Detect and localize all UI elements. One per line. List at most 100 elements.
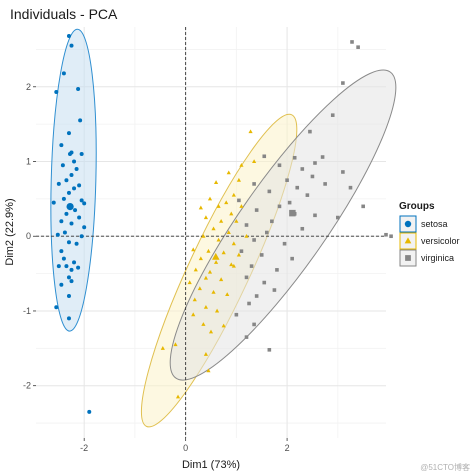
virginica-point bbox=[287, 200, 292, 205]
virginica-point bbox=[254, 294, 259, 298]
versicolor-point bbox=[234, 219, 239, 223]
setosa-point bbox=[69, 267, 74, 272]
x-axis-title: Dim1 (73%) bbox=[182, 459, 240, 471]
setosa-point bbox=[66, 240, 71, 245]
versicolor-point bbox=[219, 219, 224, 223]
setosa-point bbox=[61, 196, 66, 201]
virginica-point bbox=[264, 230, 269, 235]
setosa-point bbox=[66, 294, 71, 299]
virginica-point bbox=[308, 129, 312, 134]
setosa-point bbox=[69, 279, 74, 284]
legend: Groups setosa versicolor virginica bbox=[399, 201, 460, 267]
versicolor-point bbox=[239, 204, 244, 208]
setosa-point bbox=[76, 87, 81, 92]
versicolor-point bbox=[187, 280, 192, 285]
setosa-point bbox=[66, 131, 71, 136]
setosa-point bbox=[55, 232, 60, 237]
virginica-point bbox=[350, 40, 354, 44]
setosa-point bbox=[76, 265, 81, 270]
versicolor-point bbox=[192, 297, 197, 302]
virginica-point bbox=[262, 154, 267, 159]
setosa-point bbox=[59, 282, 64, 287]
setosa-point bbox=[73, 208, 78, 213]
virginica-point bbox=[330, 113, 335, 117]
y-axis-title: Dim2 (22.9%) bbox=[4, 198, 16, 265]
virginica-point bbox=[310, 174, 315, 179]
y-tick-label: 2 bbox=[26, 82, 31, 92]
virginica-point bbox=[295, 185, 300, 190]
versicolor-point bbox=[206, 248, 211, 253]
x-tick-label: 0 bbox=[183, 443, 188, 453]
virginica-point bbox=[300, 226, 305, 231]
versicolor-point bbox=[225, 292, 230, 297]
setosa-point bbox=[72, 159, 77, 164]
versicolor-point bbox=[213, 260, 219, 264]
versicolor-point bbox=[216, 204, 221, 208]
setosa-point bbox=[69, 172, 74, 177]
versicolor-point bbox=[231, 263, 236, 268]
setosa-point bbox=[66, 33, 71, 38]
legend-marker-versicolor bbox=[404, 237, 412, 244]
setosa-point bbox=[82, 225, 87, 230]
virginica-point bbox=[341, 81, 345, 85]
versicolor-point bbox=[219, 277, 224, 282]
virginica-point bbox=[262, 280, 267, 285]
virginica-point bbox=[267, 189, 272, 194]
data-points bbox=[51, 33, 393, 414]
virginica-point bbox=[282, 241, 287, 246]
virginica-point bbox=[313, 161, 317, 165]
versicolor-point bbox=[231, 241, 236, 246]
virginica-point bbox=[247, 301, 251, 306]
setosa-point bbox=[54, 305, 59, 310]
legend-title: Groups bbox=[399, 201, 435, 212]
virginica-point bbox=[277, 204, 282, 209]
setosa-mean-point bbox=[66, 202, 74, 211]
versicolor-point bbox=[229, 262, 234, 267]
setosa-point bbox=[61, 71, 66, 76]
virginica-point bbox=[252, 182, 256, 186]
setosa-point bbox=[59, 143, 64, 148]
setosa-point bbox=[54, 90, 59, 95]
versicolor-point bbox=[173, 342, 178, 347]
setosa-point bbox=[74, 241, 79, 246]
versicolor-point bbox=[244, 233, 249, 238]
virginica-point bbox=[277, 163, 282, 168]
legend-marker-setosa bbox=[404, 220, 412, 228]
y-tick-label: -1 bbox=[23, 306, 31, 316]
versicolor-point bbox=[211, 226, 216, 231]
versicolor-point bbox=[226, 230, 231, 235]
versicolor-point bbox=[201, 322, 206, 326]
chart-title: Individuals - PCA bbox=[10, 6, 118, 22]
versicolor-point bbox=[198, 205, 203, 210]
virginica-mean-point bbox=[289, 209, 296, 217]
watermark-text: @51CTO博客 bbox=[420, 462, 470, 472]
virginica-point bbox=[252, 238, 256, 242]
versicolor-point bbox=[224, 200, 229, 205]
versicolor-point bbox=[191, 247, 196, 252]
versicolor-point bbox=[198, 256, 203, 261]
versicolor-point bbox=[203, 352, 209, 356]
setosa-point bbox=[87, 409, 92, 414]
reference-lines bbox=[36, 27, 386, 438]
setosa-point bbox=[69, 150, 74, 155]
virginica-point bbox=[300, 167, 305, 171]
versicolor-point bbox=[211, 290, 216, 294]
versicolor-point bbox=[197, 286, 202, 291]
setosa-point bbox=[77, 215, 82, 220]
versicolor-point bbox=[229, 211, 234, 216]
setosa-point bbox=[66, 190, 71, 195]
x-tick-label: -2 bbox=[80, 443, 88, 453]
legend-label-versicolor: versicolor bbox=[421, 236, 460, 246]
virginica-point bbox=[252, 322, 256, 327]
setosa-point bbox=[78, 118, 83, 123]
legend-marker-virginica bbox=[405, 255, 411, 261]
versicolor-point bbox=[175, 394, 181, 399]
setosa-ellipse bbox=[50, 28, 97, 332]
versicolor-point bbox=[216, 237, 221, 242]
setosa-point bbox=[59, 249, 64, 254]
setosa-point bbox=[62, 230, 67, 235]
virginica-point bbox=[384, 232, 388, 237]
legend-label-setosa: setosa bbox=[421, 219, 448, 229]
